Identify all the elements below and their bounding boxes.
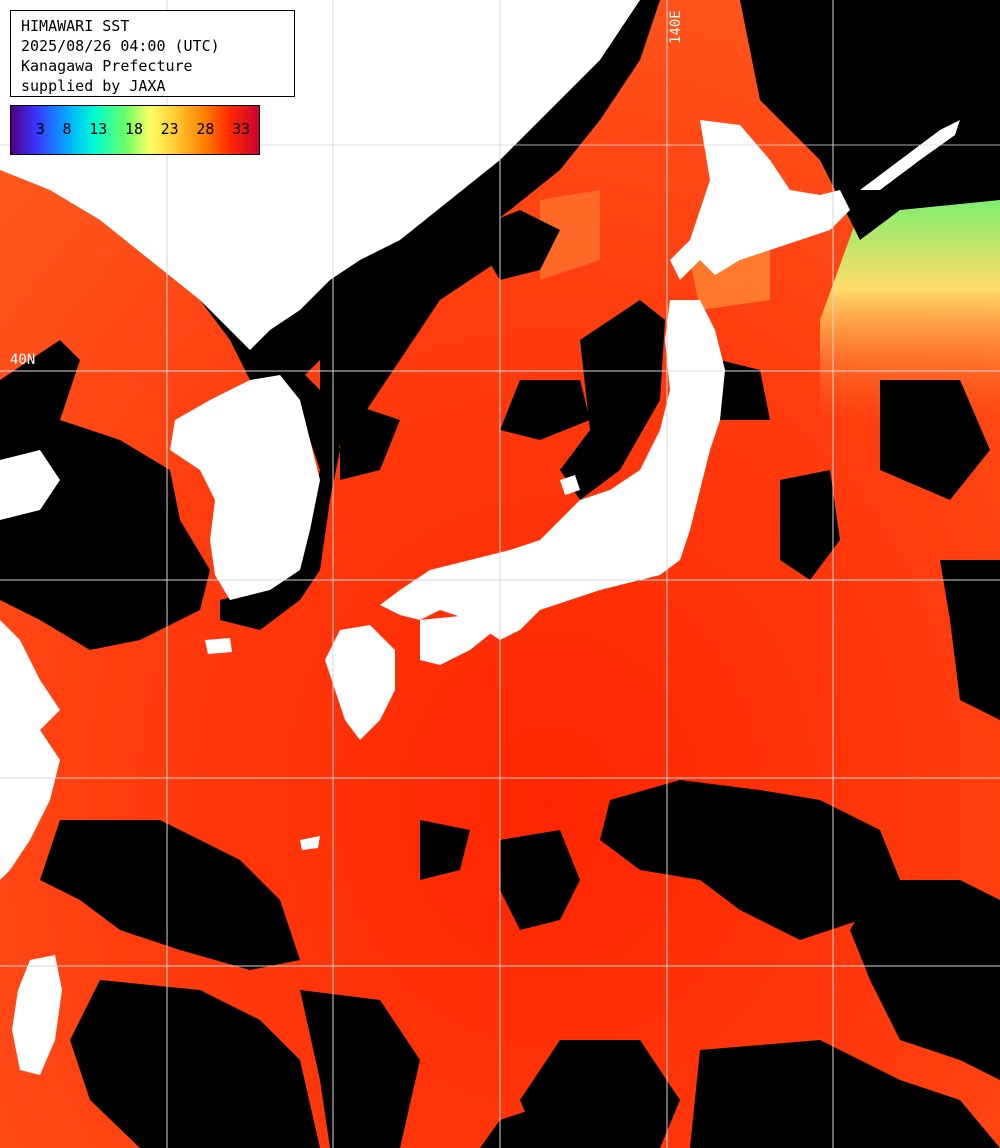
data-supplier: supplied by JAXA <box>21 77 166 95</box>
legend-tick: 33 <box>232 120 251 138</box>
land-honshu <box>380 300 725 640</box>
land-hokkaido <box>670 120 850 280</box>
temperature-color-legend: 3 8 13 18 23 28 33 <box>10 105 260 155</box>
legend-tick-labels: 3 8 13 18 23 28 33 <box>11 120 259 138</box>
land-shikoku <box>420 615 495 665</box>
legend-tick: 18 <box>124 120 143 138</box>
legend-tick: 13 <box>89 120 108 138</box>
cool-water-northeast <box>820 200 1000 420</box>
land-kyushu <box>325 625 395 740</box>
land-taiwan <box>12 955 62 1075</box>
region-name: Kanagawa Prefecture <box>21 57 193 75</box>
observation-time: 2025/08/26 04:00 (UTC) <box>21 37 220 55</box>
land-china-north <box>0 450 60 520</box>
land-korea <box>170 375 320 600</box>
legend-tick: 3 <box>35 120 45 138</box>
product-title: HIMAWARI SST <box>21 17 130 35</box>
longitude-label-140e: 140E <box>668 10 684 44</box>
latitude-label-35n: 35N <box>18 760 44 776</box>
legend-tick: 28 <box>196 120 215 138</box>
light-water-north <box>540 190 600 280</box>
legend-tick: 8 <box>62 120 72 138</box>
map-info-box: HIMAWARI SST 2025/08/26 04:00 (UTC) Kana… <box>10 10 295 97</box>
land-russia <box>0 0 660 630</box>
land-china-east <box>0 620 60 880</box>
legend-tick: 23 <box>160 120 179 138</box>
latitude-label-40n: 40N <box>10 352 36 368</box>
